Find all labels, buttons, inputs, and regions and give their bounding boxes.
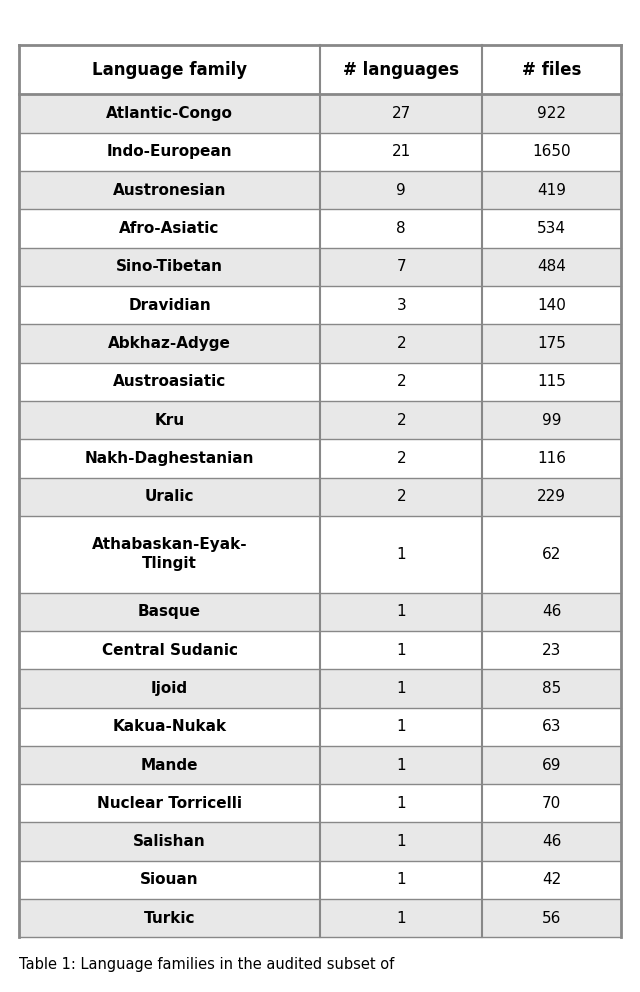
Text: Athabaskan-Eyak-
Tlingit: Athabaskan-Eyak- Tlingit [92,538,248,571]
Text: Sino-Tibetan: Sino-Tibetan [116,259,223,275]
Bar [19,171,621,209]
Bar [19,324,621,363]
Text: 8: 8 [396,221,406,236]
Text: 1: 1 [396,758,406,773]
Text: Turkic: Turkic [144,911,195,926]
Text: 7: 7 [396,259,406,275]
Text: 534: 534 [537,221,566,236]
Text: 56: 56 [542,911,561,926]
Text: Table 1: Language families in the audited subset of: Table 1: Language families in the audite… [19,956,394,972]
Bar [19,516,621,592]
Text: Austronesian: Austronesian [113,183,227,197]
Text: 175: 175 [537,336,566,351]
Text: 70: 70 [542,796,561,810]
Bar [19,822,621,861]
Text: 419: 419 [537,183,566,197]
Bar [19,286,621,324]
Text: 1650: 1650 [532,145,571,160]
Text: Afro-Asiatic: Afro-Asiatic [120,221,220,236]
Text: 922: 922 [537,106,566,121]
Text: 23: 23 [542,643,561,658]
Bar [19,861,621,899]
Text: 115: 115 [537,374,566,389]
Text: 3: 3 [396,298,406,312]
Text: Atlantic-Congo: Atlantic-Congo [106,106,233,121]
Text: 46: 46 [542,834,561,849]
Text: 2: 2 [396,451,406,466]
Bar [19,45,621,94]
Text: Kru: Kru [154,413,185,428]
Bar [19,209,621,248]
Text: Abkhaz-Adyge: Abkhaz-Adyge [108,336,231,351]
Bar [19,439,621,477]
Text: Basque: Basque [138,604,201,619]
Text: 2: 2 [396,413,406,428]
Bar [19,401,621,439]
Text: 1: 1 [396,643,406,658]
Bar [19,631,621,670]
Bar [19,899,621,937]
Text: 2: 2 [396,374,406,389]
Text: 1: 1 [396,604,406,619]
Text: Austroasiatic: Austroasiatic [113,374,226,389]
Bar [19,363,621,401]
Text: Uralic: Uralic [145,489,195,504]
Bar [19,746,621,784]
Text: 21: 21 [392,145,411,160]
Text: Dravidian: Dravidian [128,298,211,312]
Bar [19,94,621,133]
Text: Indo-European: Indo-European [107,145,232,160]
Bar [19,592,621,631]
Text: 46: 46 [542,604,561,619]
Text: 9: 9 [396,183,406,197]
Text: Ijoid: Ijoid [151,681,188,695]
Text: Nakh-Daghestanian: Nakh-Daghestanian [85,451,254,466]
Bar [19,133,621,171]
Text: 116: 116 [537,451,566,466]
Text: # files: # files [522,61,581,78]
Text: 484: 484 [537,259,566,275]
Text: 99: 99 [542,413,561,428]
Text: Central Sudanic: Central Sudanic [102,643,237,658]
Bar [19,784,621,822]
Text: 63: 63 [542,719,561,734]
Text: Siouan: Siouan [140,872,199,888]
Text: 140: 140 [537,298,566,312]
Text: # languages: # languages [343,61,460,78]
Text: 85: 85 [542,681,561,695]
Text: 27: 27 [392,106,411,121]
Text: Salishan: Salishan [133,834,206,849]
Text: Kakua-Nukak: Kakua-Nukak [113,719,227,734]
Bar [19,248,621,286]
Text: Nuclear Torricelli: Nuclear Torricelli [97,796,242,810]
Text: 62: 62 [542,547,561,561]
Text: 1: 1 [396,872,406,888]
Text: 1: 1 [396,911,406,926]
Text: 1: 1 [396,796,406,810]
Text: 1: 1 [396,719,406,734]
Text: Mande: Mande [141,758,198,773]
Bar [19,707,621,746]
Text: 2: 2 [396,336,406,351]
Text: 42: 42 [542,872,561,888]
Text: 1: 1 [396,547,406,561]
Text: 1: 1 [396,681,406,695]
Text: 229: 229 [537,489,566,504]
Text: 1: 1 [396,834,406,849]
Bar [19,477,621,516]
Text: 69: 69 [542,758,561,773]
Bar [19,670,621,707]
Text: 2: 2 [396,489,406,504]
Text: Language family: Language family [92,61,247,78]
